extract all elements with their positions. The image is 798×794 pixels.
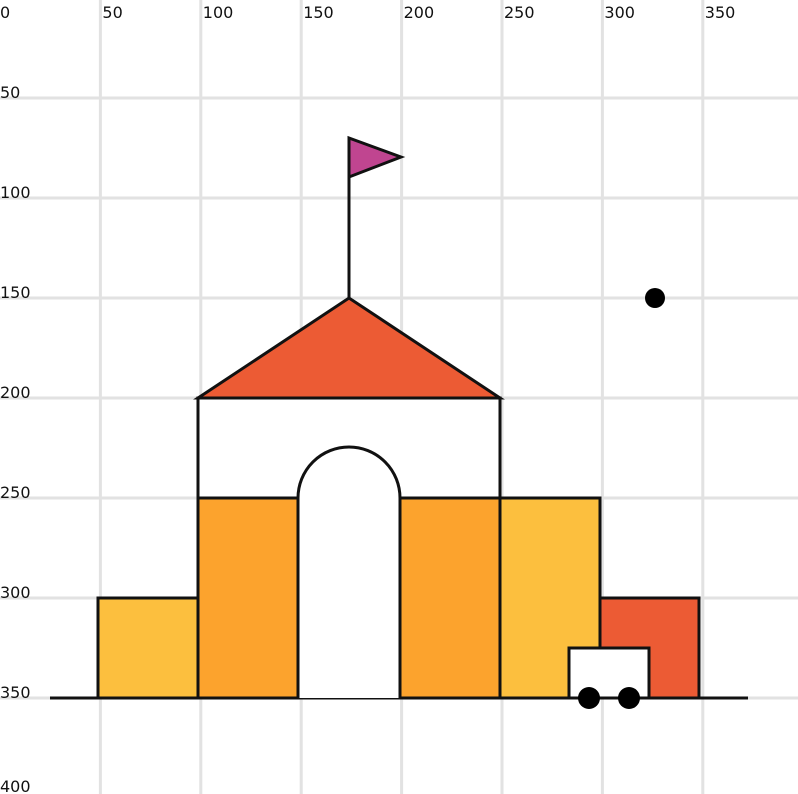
- x-tick-label: 250: [504, 3, 535, 22]
- dot: [645, 288, 665, 308]
- x-tick-label: 200: [404, 3, 435, 22]
- y-tick-label: 50: [0, 83, 20, 102]
- arch-doorway: [296, 445, 402, 698]
- cart-wheel-left: [578, 687, 600, 709]
- x-tick-label: 0: [0, 3, 10, 22]
- y-tick-label: 350: [0, 683, 31, 702]
- y-tick-label: 100: [0, 183, 31, 202]
- y-tick-label: 150: [0, 283, 31, 302]
- left-tower-block: [196, 496, 300, 700]
- x-tick-label: 350: [705, 3, 736, 22]
- right-tower-block: [398, 496, 502, 700]
- y-tick-label: 400: [0, 777, 31, 794]
- flag: [347, 135, 406, 180]
- cart-wheel-right: [618, 687, 640, 709]
- y-tick-label: 200: [0, 383, 31, 402]
- x-tick-label: 50: [102, 3, 122, 22]
- y-tick-label: 300: [0, 583, 31, 602]
- left-wall-block: [96, 596, 200, 700]
- roof-triangle: [193, 296, 505, 400]
- x-tick-label: 100: [203, 3, 234, 22]
- y-tick-label: 250: [0, 483, 31, 502]
- tick-labels: 0 50 100 150 200 250 300 350 50 100 150 200 250 300 35…: [0, 3, 735, 794]
- x-tick-label: 150: [303, 3, 334, 22]
- x-tick-label: 300: [604, 3, 635, 22]
